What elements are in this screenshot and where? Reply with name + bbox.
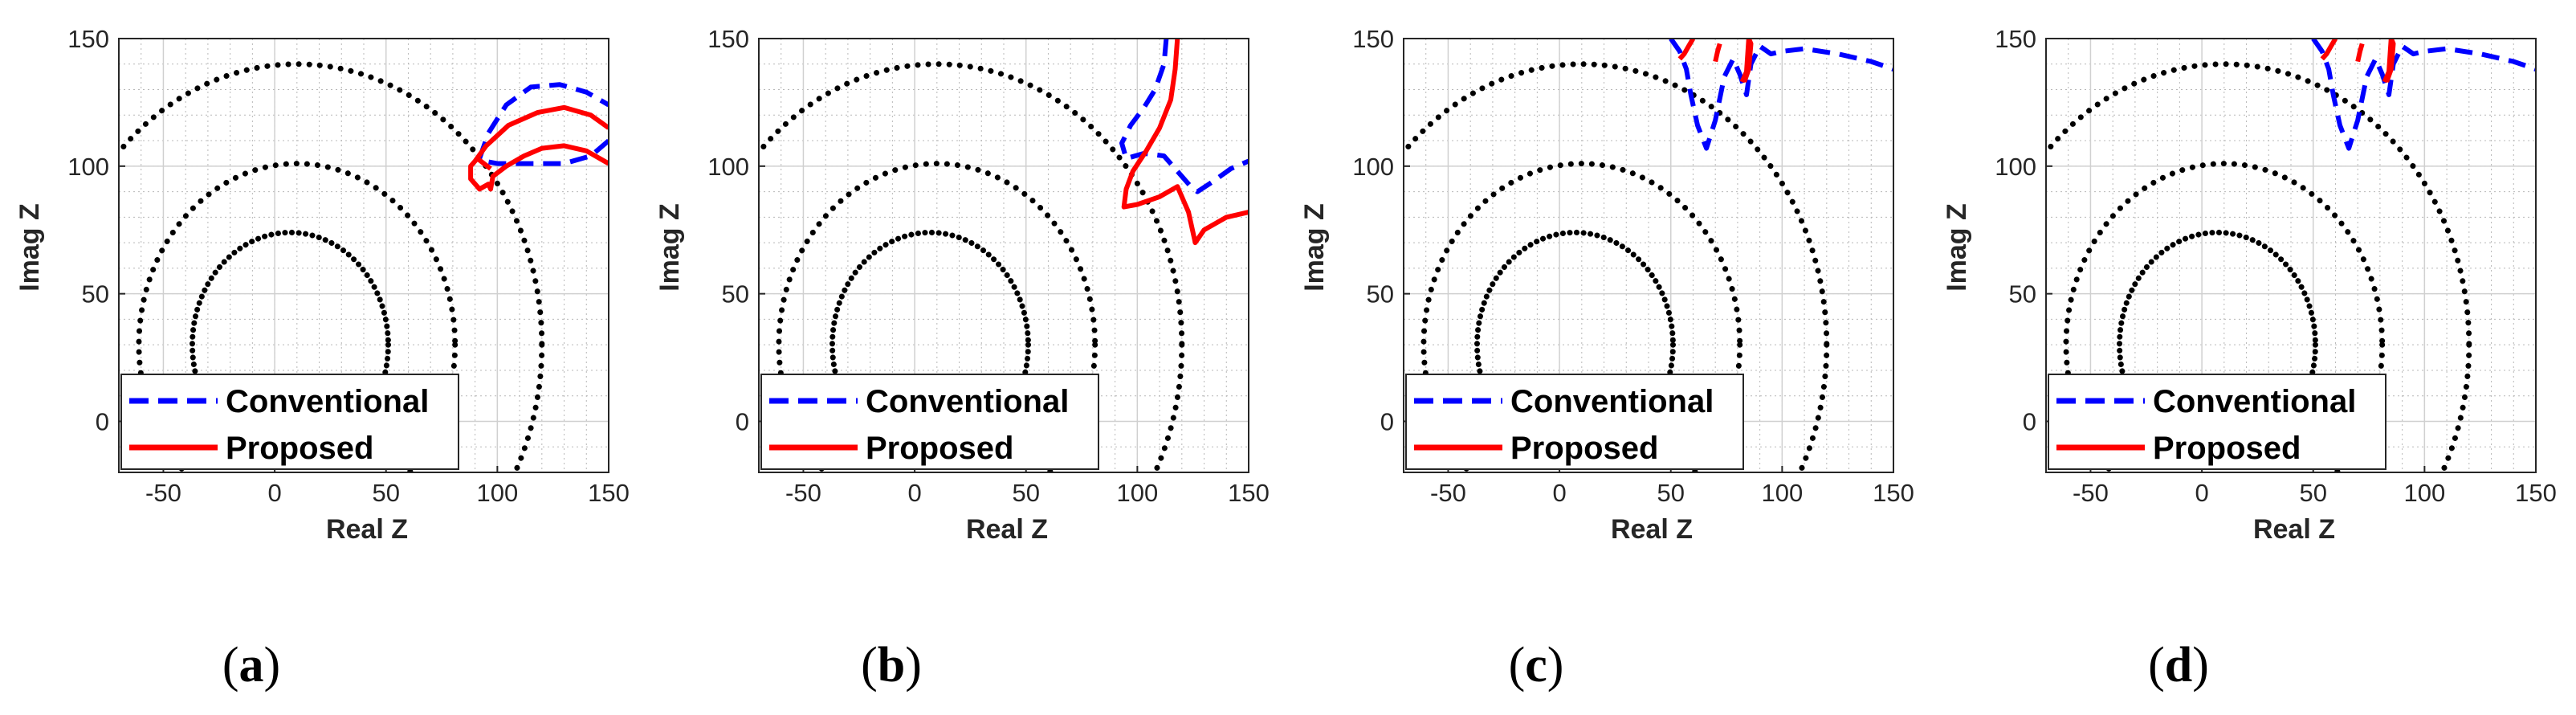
zone-circle-zone3	[2046, 61, 2472, 472]
y-tick-label: 100	[1352, 153, 1394, 181]
zone-circle-zone2	[1420, 161, 1743, 472]
x-tick-label: 150	[2515, 479, 2557, 507]
legend-label-proposed: Proposed	[1510, 431, 1658, 466]
series	[1669, 39, 1893, 151]
panel-caption: (b)	[861, 638, 922, 693]
chart-panel-a: -50 0 50 100 150 0 50 100 150 Real Z Imag Z Convent…	[14, 25, 630, 693]
series	[2311, 39, 2536, 151]
y-tick-label: 50	[722, 280, 749, 308]
x-tick-label: 100	[1116, 479, 1158, 507]
legend-label-proposed: Proposed	[226, 431, 373, 466]
y-tick-label: 100	[707, 153, 749, 181]
legend-box	[760, 374, 1099, 470]
x-tick-label: 0	[267, 479, 281, 507]
x-tick-label: 100	[2403, 479, 2445, 507]
legend-label-conventional: Conventional	[2153, 384, 2356, 419]
x-tick-label: 150	[1228, 479, 1270, 507]
series-line-proposed	[1121, 39, 1249, 246]
legend-box	[1405, 374, 1744, 470]
x-tick-label: 100	[1761, 479, 1803, 507]
y-tick-label: 100	[67, 153, 109, 181]
y-tick-label: 50	[1367, 280, 1394, 308]
zone-circle-zone2	[776, 161, 1098, 472]
panel-caption: (d)	[2148, 638, 2209, 693]
zone-circle-zone3	[119, 61, 545, 472]
zone-circle-zone2	[136, 161, 459, 472]
series-line-conventional	[477, 82, 609, 166]
legend: Conventional Proposed	[760, 374, 1099, 470]
legend-label-conventional: Conventional	[866, 384, 1069, 419]
y-tick-label: 150	[67, 25, 109, 53]
x-tick-label: -50	[145, 479, 181, 507]
y-tick-label: 0	[2023, 407, 2036, 435]
legend: Conventional Proposed	[120, 374, 459, 470]
series	[1119, 39, 1249, 246]
series-line-proposed	[2320, 39, 2396, 84]
series	[468, 82, 609, 192]
legend-box	[2048, 374, 2386, 470]
x-tick-label: 0	[1552, 479, 1566, 507]
series-line-proposed	[468, 104, 609, 192]
x-tick-label: 150	[1873, 479, 1914, 507]
x-tick-label: 50	[1657, 479, 1684, 507]
legend: Conventional Proposed	[1405, 374, 1744, 470]
axes-box	[2045, 38, 2537, 473]
y-axis-label: Imag Z	[1299, 203, 1330, 292]
y-tick-label: 150	[1995, 25, 2036, 53]
zone-circle-zone3	[759, 61, 1185, 472]
y-axis-label: Imag Z	[654, 203, 685, 292]
x-tick-label: -50	[785, 479, 821, 507]
x-axis-label: Real Z	[966, 514, 1048, 545]
series-line-conventional	[2311, 39, 2536, 151]
x-axis-label: Real Z	[2253, 514, 2335, 545]
x-tick-label: 0	[907, 479, 921, 507]
legend-label-proposed: Proposed	[866, 431, 1013, 466]
x-tick-label: 50	[2299, 479, 2326, 507]
panel-caption: (a)	[222, 638, 280, 693]
y-axis-label: Imag Z	[14, 203, 45, 292]
y-tick-label: 0	[96, 407, 109, 435]
axes-box	[758, 38, 1249, 473]
y-tick-label: 0	[1380, 407, 1394, 435]
x-axis-label: Real Z	[326, 514, 408, 545]
axes-box	[118, 38, 609, 473]
chart-panel-b: -50 0 50 100 150 0 50 100 150 Real Z Imag Z Convent…	[654, 25, 1270, 693]
legend-box	[120, 374, 459, 470]
panel-caption: (c)	[1509, 638, 1564, 693]
legend: Conventional Proposed	[2048, 374, 2386, 470]
y-axis-label: Imag Z	[1942, 203, 1972, 292]
legend-label-conventional: Conventional	[1510, 384, 1714, 419]
x-tick-label: 100	[476, 479, 518, 507]
chart-panel-c: -50 0 50 100 150 0 50 100 150 Real Z Imag Z Convent…	[1299, 25, 1914, 693]
y-tick-label: 150	[1352, 25, 1394, 53]
x-tick-label: 150	[588, 479, 630, 507]
legend-label-proposed: Proposed	[2153, 431, 2301, 466]
series-line-proposed	[1677, 39, 1754, 84]
zone-circle-zone2	[2063, 161, 2386, 472]
y-tick-label: 50	[82, 280, 109, 308]
x-axis-label: Real Z	[1611, 514, 1693, 545]
x-tick-label: -50	[2073, 479, 2109, 507]
x-tick-label: -50	[1430, 479, 1466, 507]
chart-panel-d: -50 0 50 100 150 0 50 100 150 Real Z Imag Z Convent…	[1942, 25, 2557, 693]
y-tick-label: 50	[2009, 280, 2036, 308]
x-tick-label: 50	[372, 479, 399, 507]
x-tick-label: 0	[2195, 479, 2208, 507]
zone-circle-zone3	[1404, 61, 1830, 472]
y-tick-label: 150	[707, 25, 749, 53]
legend-label-conventional: Conventional	[226, 384, 429, 419]
axes-box	[1403, 38, 1894, 473]
series-line-conventional	[1669, 39, 1893, 151]
y-tick-label: 0	[736, 407, 749, 435]
x-tick-label: 50	[1012, 479, 1039, 507]
y-tick-label: 100	[1995, 153, 2036, 181]
